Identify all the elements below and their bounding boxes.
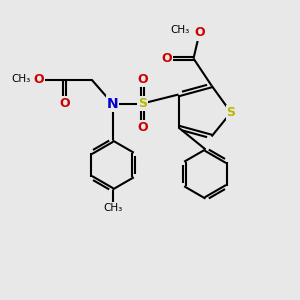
Text: CH₃: CH₃	[170, 25, 190, 35]
Text: O: O	[137, 73, 148, 86]
Text: S: S	[226, 106, 236, 119]
Text: CH₃: CH₃	[103, 202, 122, 213]
Text: O: O	[59, 97, 70, 110]
Text: CH₃: CH₃	[11, 74, 31, 85]
Text: O: O	[137, 121, 148, 134]
Text: N: N	[107, 97, 118, 110]
Text: O: O	[34, 73, 44, 86]
Text: O: O	[194, 26, 205, 40]
Text: O: O	[161, 52, 172, 65]
Text: S: S	[138, 97, 147, 110]
